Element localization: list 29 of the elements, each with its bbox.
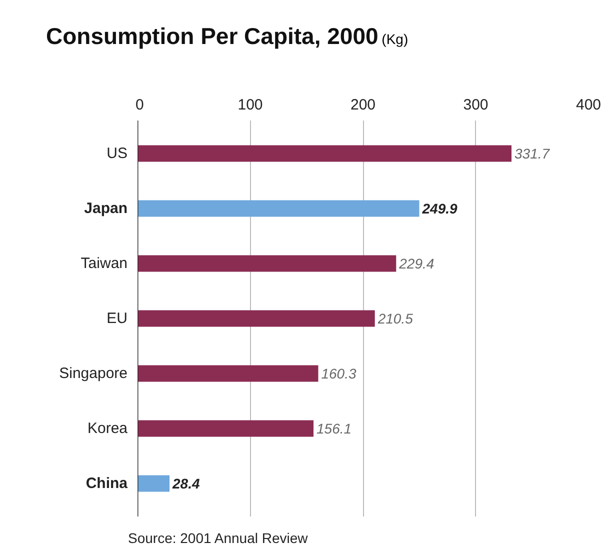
x-tick-label: 100 (238, 96, 263, 114)
source-note: Source: 2001 Annual Review (128, 529, 308, 548)
y-tick-label: China (86, 475, 128, 492)
y-tick-label: Taiwan (80, 255, 128, 272)
data-label: 229.4 (398, 256, 434, 272)
data-label: 249.9 (421, 200, 458, 216)
bar (138, 255, 396, 272)
data-label: 160.3 (321, 366, 356, 382)
bar (138, 420, 314, 437)
data-label: 156.1 (316, 420, 352, 436)
y-tick-label: Japan (84, 200, 128, 217)
y-tick-label: Singapore (59, 365, 128, 382)
data-label: 28.4 (172, 476, 200, 492)
y-tick-label: Korea (87, 420, 128, 437)
y-tick-label: US (106, 145, 128, 162)
bar (138, 310, 375, 327)
x-tick-label: 200 (350, 96, 376, 114)
bar (138, 475, 170, 492)
x-axis-title: (Kg) (382, 31, 408, 47)
y-tick-label: EU (106, 310, 128, 327)
x-tick-label: 0 (136, 96, 144, 114)
bar (138, 200, 420, 217)
data-label: 331.7 (514, 146, 551, 162)
bar (138, 365, 318, 382)
x-tick-label: 300 (463, 96, 488, 114)
data-label: 210.5 (376, 310, 414, 326)
bar (138, 145, 512, 162)
chart-title: Consumption Per Capita, 2000 (46, 23, 378, 49)
x-tick-label: 400 (576, 96, 602, 114)
